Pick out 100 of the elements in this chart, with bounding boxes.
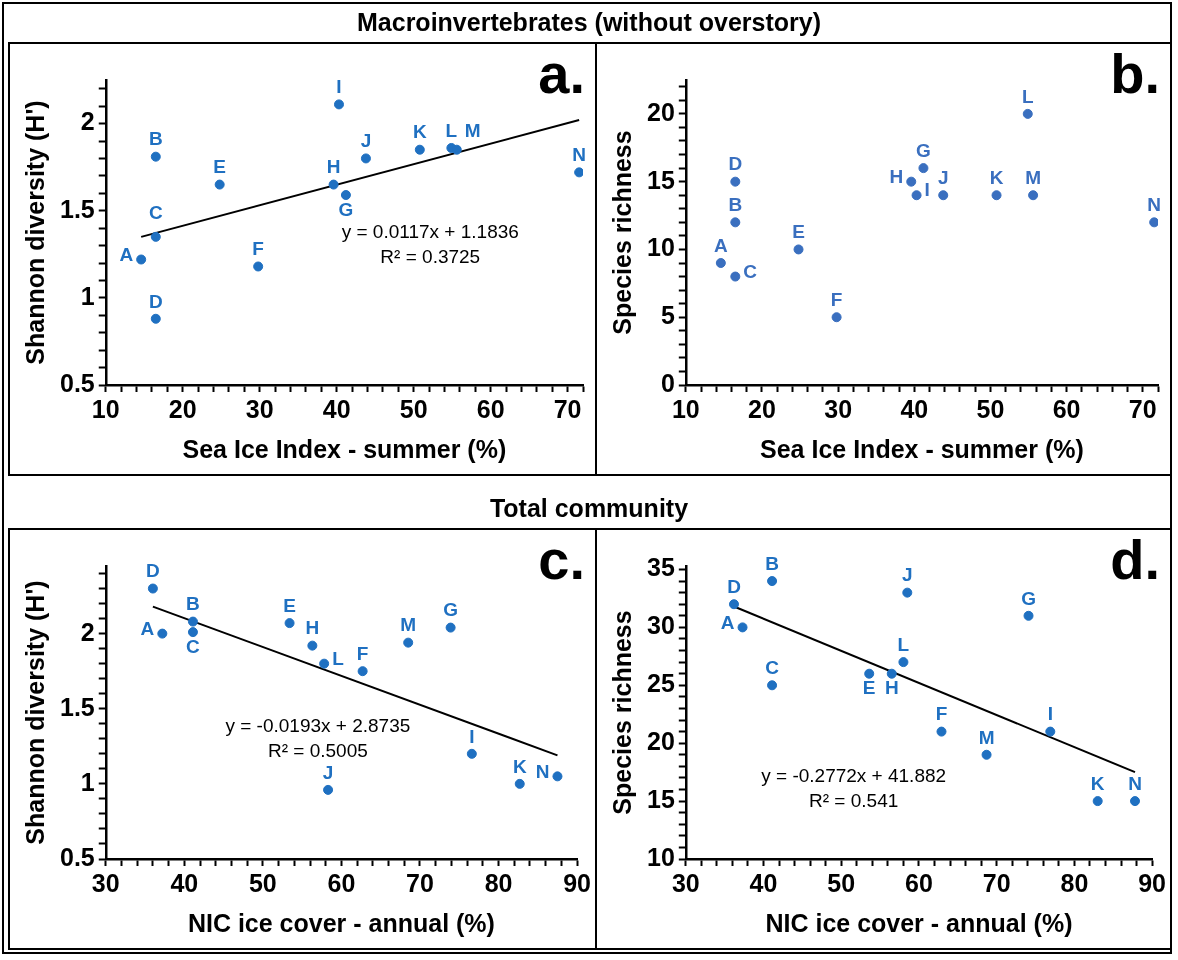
annotation: B [186,593,200,615]
x-axis-title: NIC ice cover - annual (%) [187,908,495,937]
y-tick-label: 0.5 [59,842,95,871]
point [574,167,583,178]
annotation: G [916,139,931,161]
annotation: K [989,166,1004,188]
point [730,271,741,282]
x-tick-label: 80 [1060,868,1089,897]
point [323,784,334,795]
point [981,749,992,760]
annotation: N [572,144,587,166]
point [360,153,371,164]
y-tick-label: 20 [647,97,675,126]
point [147,583,158,594]
x-tick-label: 50 [976,394,1005,423]
point [898,657,909,668]
annotation: G [443,599,459,621]
y-tick-label: 1.5 [59,692,95,721]
annotation: L [332,647,345,669]
y-axis-title: Shannon diversity (H') [20,580,49,845]
x-tick-label: 20 [748,394,776,423]
annotation: A [720,611,735,633]
annotation: I [924,179,930,201]
annotation: H [884,677,899,699]
y-tick-label: 15 [647,165,675,194]
y-tick-label: 1 [80,767,95,796]
annotation: E [213,156,227,178]
annotation: D [146,560,160,582]
annotation: J [322,761,334,783]
point [767,576,778,587]
annotation: H [305,617,320,639]
point [730,217,741,228]
annotation: K [1090,772,1105,794]
annotation: J [937,166,949,188]
annotation: R² = 0.3725 [380,245,481,267]
point [1092,796,1103,807]
annotation: M [1025,166,1042,188]
x-tick-label: 40 [170,868,199,897]
point [793,244,804,255]
x-tick-label: 60 [327,868,356,897]
annotation: C [148,201,163,223]
point [187,616,198,627]
annotation: a. [538,42,585,106]
point [918,163,929,174]
point [333,99,344,110]
annotation: F [830,288,843,310]
annotation: C [186,635,201,657]
point [187,627,198,638]
point [319,658,330,669]
annotation: G [1021,587,1036,609]
point [214,179,225,190]
point [911,190,922,201]
y-tick-label: 15 [647,784,675,813]
point [357,666,368,677]
annotation: y = 0.0117x + 1.1836 [341,220,519,242]
annotation: c. [538,528,585,592]
point [150,313,161,324]
point [767,680,778,691]
annotation: H [326,156,341,178]
point [864,668,875,679]
annotation: d. [1110,528,1160,592]
annotation: M [464,120,481,142]
y-tick-label: 1 [80,281,95,310]
annotation: E [283,594,296,616]
annotation: R² = 0.541 [809,790,899,812]
point [403,637,414,648]
annotation: M [978,726,995,748]
annotation: I [469,725,475,747]
y-tick-label: 2 [80,617,95,646]
y-tick-label: 0 [660,368,675,397]
annotation: B [765,552,779,574]
annotation: E [792,221,805,243]
annotation: B [728,194,743,216]
y-tick-label: 1.5 [59,194,95,223]
x-tick-label: 30 [245,394,274,423]
x-tick-label: 70 [553,394,582,423]
y-tick-label: 35 [647,553,675,582]
point [307,640,318,651]
x-tick-label: 80 [484,868,513,897]
point [728,599,739,610]
point [136,254,147,265]
point [1028,190,1039,201]
x-tick-label: 40 [749,868,778,897]
annotation: K [412,121,427,143]
annotation: K [512,755,527,777]
annotation: F [252,238,264,260]
x-axis-title: NIC ice cover - annual (%) [765,908,1073,937]
annotation: B [148,128,163,150]
point [150,231,161,242]
point [466,748,477,759]
annotation: R² = 0.5005 [267,740,368,762]
chart-title: Total community [488,494,690,523]
x-tick-label: 60 [476,394,505,423]
y-tick-label: 30 [647,611,675,640]
annotation: H [889,165,904,187]
annotation: A [140,617,155,639]
x-tick-label: 60 [1052,394,1081,423]
annotation: G [338,198,354,220]
point [284,618,295,629]
y-tick-label: 10 [647,842,675,871]
